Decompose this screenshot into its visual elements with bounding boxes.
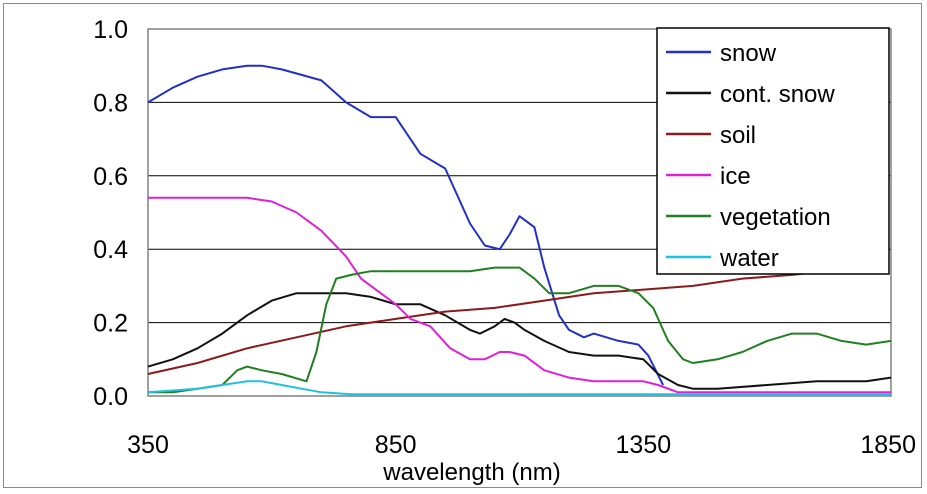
x-tick-label: 1850: [860, 431, 916, 459]
series-line-water: [147, 380, 891, 396]
series-line-soil: [147, 270, 827, 375]
x-tick-label: 350: [127, 431, 169, 459]
legend-label: snow: [720, 40, 777, 67]
series-line-cont-snow: [147, 292, 892, 390]
legend-label: soil: [720, 122, 756, 149]
legend-label: cont. snow: [720, 81, 835, 108]
x-axis-label: wavelength (nm): [382, 459, 560, 486]
x-tick-label: 850: [375, 431, 417, 459]
legend: snow cont. snow soil ice vegetation water: [656, 27, 890, 275]
y-tick-label: 0.0: [93, 383, 128, 411]
y-tick-label: 0.4: [93, 236, 128, 264]
y-tick-labels: 0.0 0.2 0.4 0.6 0.8 1.0: [93, 16, 128, 411]
series-line-ice: [148, 196, 891, 394]
series-group: [147, 64, 892, 396]
x-tick-label: 1350: [616, 431, 672, 459]
legend-label: vegetation: [720, 204, 831, 231]
y-tick-label: 0.2: [93, 310, 128, 338]
series-line-vegetation: [148, 266, 892, 394]
legend-box: [656, 27, 890, 275]
legend-label: water: [719, 245, 779, 272]
x-tick-labels: 350 850 1350 1850: [127, 431, 916, 459]
series-line-snow: [147, 64, 664, 386]
y-axis-label: Reflectanc: [27, 193, 54, 306]
y-tick-label: 0.6: [93, 163, 128, 191]
line-chart: 0.0 0.2 0.4 0.6 0.8 1.0 350 850 1350 1850 wavele…: [27, 16, 916, 486]
legend-label: ice: [720, 163, 751, 190]
y-tick-label: 1.0: [93, 16, 128, 44]
y-tick-label: 0.8: [93, 89, 128, 117]
chart-frame: 0.0 0.2 0.4 0.6 0.8 1.0 350 850 1350 1850 wavele…: [3, 3, 922, 488]
plot-area: [147, 28, 892, 397]
